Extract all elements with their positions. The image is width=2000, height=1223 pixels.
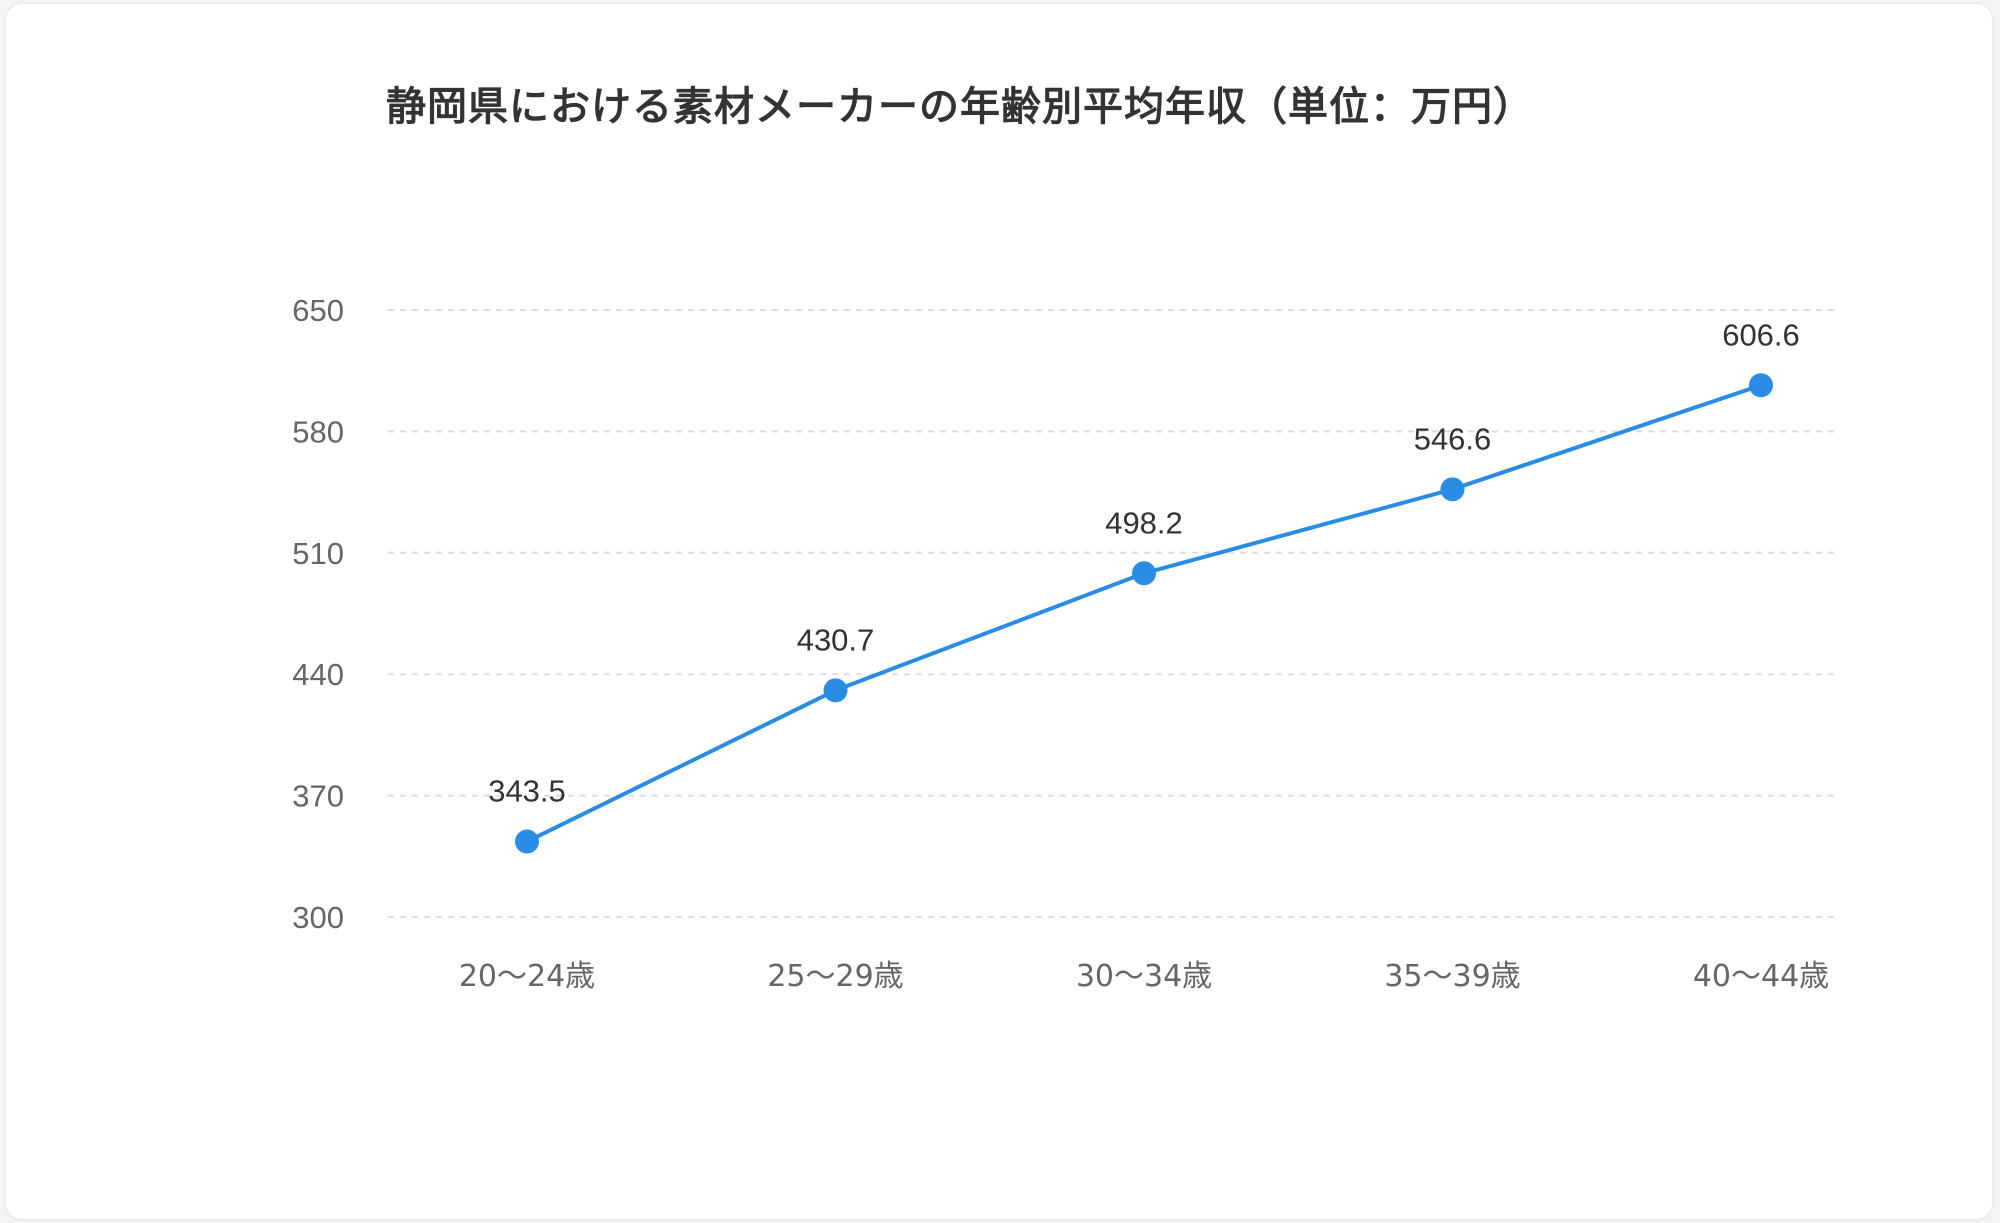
series-line-layer <box>525 383 1763 844</box>
data-point[interactable] <box>515 829 539 854</box>
data-point[interactable] <box>823 678 848 703</box>
x-tick-label: 30〜34歳 <box>1076 959 1212 994</box>
y-axis-ticks: 300 370 440 510 580 650 <box>292 293 344 935</box>
data-label: 606.6 <box>1722 317 1800 352</box>
grid-lines <box>388 309 1838 918</box>
series-line <box>525 383 1763 844</box>
y-tick-label: 440 <box>292 657 344 692</box>
y-tick-label: 370 <box>292 779 344 814</box>
x-tick-label: 40〜44歳 <box>1693 959 1829 994</box>
data-point[interactable] <box>1132 561 1156 586</box>
y-tick-label: 510 <box>292 536 344 571</box>
data-labels: 343.5 430.7 498.2 546.6 606.6 <box>488 317 1800 808</box>
data-label: 546.6 <box>1414 421 1492 456</box>
x-tick-label: 35〜39歳 <box>1384 959 1520 994</box>
y-tick-label: 650 <box>292 293 344 328</box>
x-axis-ticks: 20〜24歳 25〜29歳 30〜34歳 35〜39歳 40〜44歳 <box>459 959 1829 994</box>
y-tick-label: 300 <box>292 900 344 935</box>
data-label: 430.7 <box>797 622 875 657</box>
chart-title: 静岡県における素材メーカーの年齢別平均年収（単位：万円） <box>386 84 1534 130</box>
y-tick-label: 580 <box>292 414 344 449</box>
data-label: 343.5 <box>488 774 566 809</box>
data-point[interactable] <box>1440 477 1465 502</box>
x-tick-label: 20〜24歳 <box>459 959 595 994</box>
x-tick-label: 25〜29歳 <box>767 959 903 994</box>
chart-card: 静岡県における素材メーカーの年齢別平均年収（単位：万円） <box>4 2 1994 1221</box>
data-point[interactable] <box>1749 373 1773 398</box>
data-points <box>515 373 1773 854</box>
data-label: 498.2 <box>1105 505 1183 540</box>
